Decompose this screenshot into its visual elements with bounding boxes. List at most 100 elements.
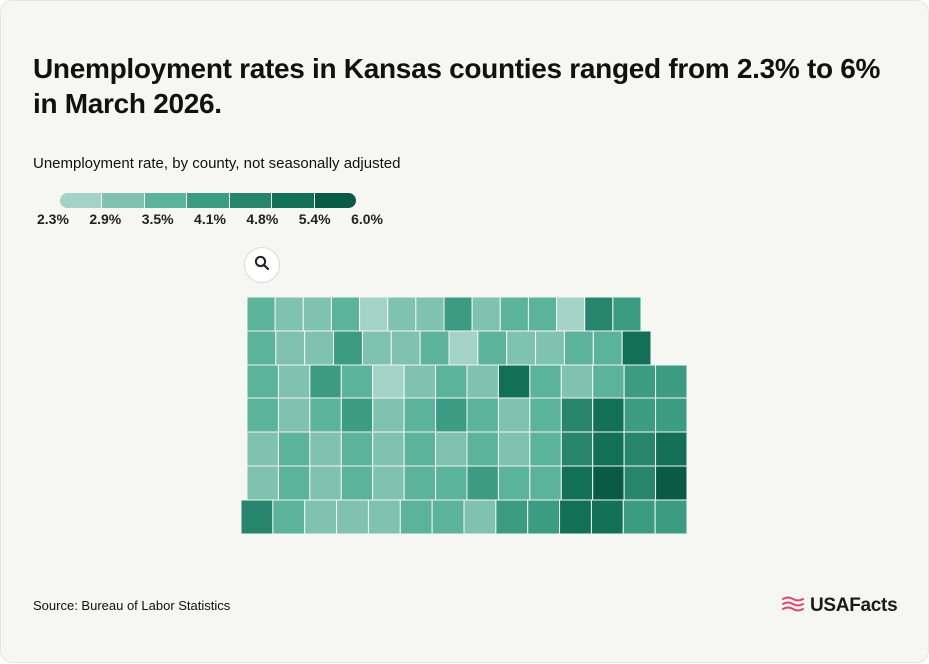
county[interactable] <box>621 330 652 366</box>
county[interactable] <box>415 296 445 332</box>
county[interactable] <box>560 431 594 467</box>
county[interactable] <box>277 397 311 433</box>
county[interactable] <box>246 397 279 433</box>
county[interactable] <box>387 296 417 332</box>
county[interactable] <box>497 465 531 501</box>
county[interactable] <box>592 431 625 467</box>
county[interactable] <box>477 330 508 366</box>
county[interactable] <box>274 296 304 332</box>
county[interactable] <box>655 431 688 467</box>
county[interactable] <box>309 465 342 501</box>
county[interactable] <box>655 397 688 433</box>
county[interactable] <box>361 330 392 366</box>
county[interactable] <box>419 330 450 366</box>
county[interactable] <box>336 499 369 535</box>
county[interactable] <box>399 499 433 535</box>
county[interactable] <box>497 397 531 433</box>
county[interactable] <box>590 499 624 535</box>
county[interactable] <box>463 499 497 535</box>
county[interactable] <box>527 296 558 332</box>
county[interactable] <box>372 397 405 433</box>
zoom-button[interactable] <box>244 247 280 283</box>
county[interactable] <box>623 397 657 433</box>
county[interactable] <box>403 364 437 399</box>
county[interactable] <box>592 330 623 366</box>
county[interactable] <box>471 296 501 332</box>
county[interactable] <box>246 296 276 332</box>
county[interactable] <box>443 296 473 332</box>
county[interactable] <box>563 330 594 366</box>
county[interactable] <box>592 465 625 501</box>
county[interactable] <box>340 431 374 467</box>
county[interactable] <box>466 431 499 467</box>
county[interactable] <box>304 499 338 535</box>
county[interactable] <box>340 397 374 433</box>
county[interactable] <box>466 397 499 433</box>
county[interactable] <box>560 465 594 501</box>
county[interactable] <box>435 431 468 467</box>
county[interactable] <box>246 330 277 366</box>
county[interactable] <box>277 364 311 399</box>
county[interactable] <box>435 397 468 433</box>
county[interactable] <box>309 364 342 399</box>
county[interactable] <box>309 431 342 467</box>
county[interactable] <box>435 465 468 501</box>
county[interactable] <box>372 465 405 501</box>
county[interactable] <box>333 330 363 366</box>
county[interactable] <box>359 296 389 332</box>
county[interactable] <box>367 499 401 535</box>
brand-logo[interactable]: USAFacts <box>781 595 898 617</box>
county[interactable] <box>655 465 688 501</box>
county[interactable] <box>277 465 311 501</box>
county[interactable] <box>529 397 562 433</box>
county[interactable] <box>246 364 279 399</box>
county[interactable] <box>592 397 625 433</box>
county[interactable] <box>448 330 479 366</box>
county[interactable] <box>302 296 332 332</box>
county[interactable] <box>466 364 499 399</box>
county[interactable] <box>623 431 657 467</box>
county[interactable] <box>592 364 625 399</box>
county[interactable] <box>246 465 279 501</box>
county[interactable] <box>403 397 437 433</box>
county[interactable] <box>623 364 657 399</box>
county[interactable] <box>246 431 279 467</box>
county[interactable] <box>584 296 614 332</box>
county[interactable] <box>340 364 374 399</box>
county[interactable] <box>529 465 562 501</box>
county[interactable] <box>466 465 499 501</box>
county[interactable] <box>560 364 594 399</box>
county[interactable] <box>529 431 562 467</box>
county[interactable] <box>655 364 688 399</box>
county[interactable] <box>535 330 565 366</box>
county[interactable] <box>390 330 421 366</box>
county[interactable] <box>556 296 586 332</box>
county[interactable] <box>403 465 437 501</box>
county[interactable] <box>559 499 592 535</box>
county[interactable] <box>612 296 642 332</box>
county[interactable] <box>304 330 335 366</box>
county[interactable] <box>499 296 529 332</box>
county[interactable] <box>654 499 688 535</box>
county[interactable] <box>506 330 537 366</box>
county[interactable] <box>495 499 529 535</box>
county[interactable] <box>240 499 274 535</box>
county[interactable] <box>277 431 311 467</box>
county[interactable] <box>527 499 561 535</box>
county[interactable] <box>330 296 361 332</box>
county[interactable] <box>372 431 405 467</box>
county[interactable] <box>431 499 465 535</box>
county[interactable] <box>309 397 342 433</box>
county[interactable] <box>529 364 562 399</box>
county[interactable] <box>275 330 306 366</box>
county[interactable] <box>272 499 306 535</box>
county[interactable] <box>560 397 594 433</box>
county[interactable] <box>372 364 405 399</box>
county[interactable] <box>403 431 437 467</box>
county[interactable] <box>497 364 531 399</box>
county[interactable] <box>622 499 656 535</box>
county[interactable] <box>623 465 657 501</box>
county[interactable] <box>435 364 468 399</box>
county[interactable] <box>497 431 531 467</box>
county[interactable] <box>340 465 374 501</box>
